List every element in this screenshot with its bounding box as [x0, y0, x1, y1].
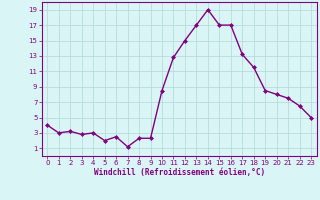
X-axis label: Windchill (Refroidissement éolien,°C): Windchill (Refroidissement éolien,°C) [94, 168, 265, 177]
